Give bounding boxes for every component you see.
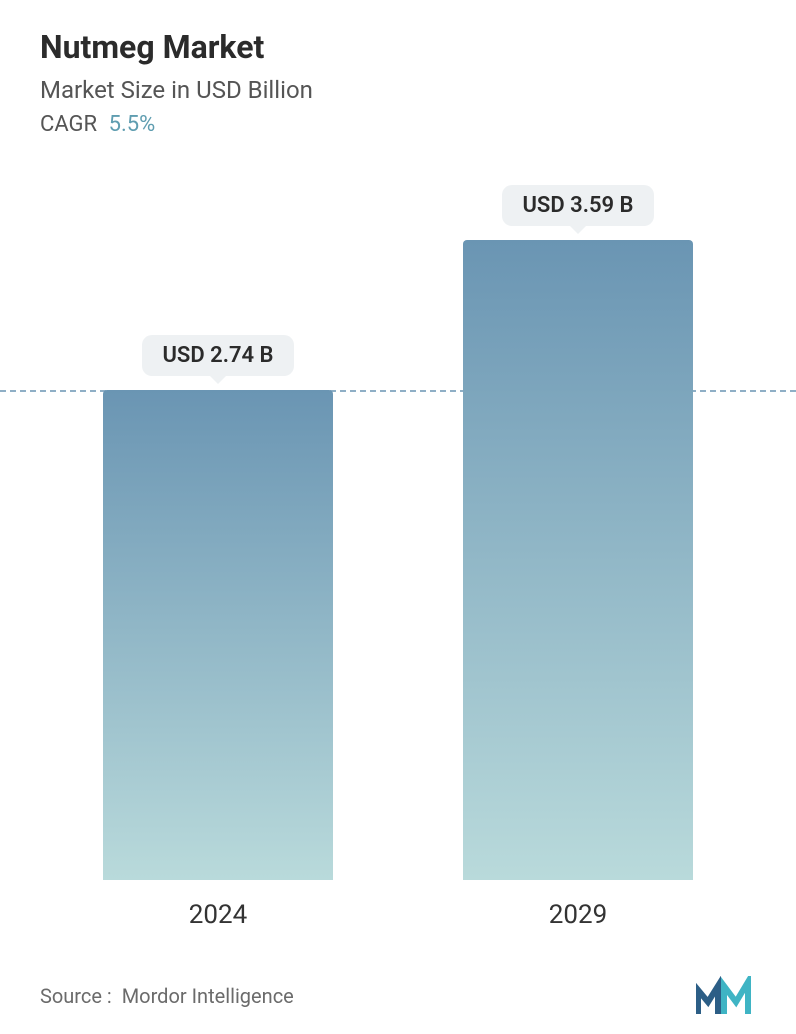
source-label: Source : <box>40 984 112 1008</box>
cagr-value: 5.5% <box>109 112 156 137</box>
bars-container: USD 2.74 B USD 3.59 B <box>0 200 796 880</box>
brand-logo-icon <box>696 976 756 1016</box>
chart-header: Nutmeg Market Market Size in USD Billion… <box>0 0 796 137</box>
chart-subtitle: Market Size in USD Billion <box>40 76 756 104</box>
x-label-1: 2029 <box>463 900 693 930</box>
value-badge-1: USD 3.59 B <box>502 185 653 226</box>
chart-title: Nutmeg Market <box>40 28 756 66</box>
source-text: Source : Mordor Intelligence <box>40 984 294 1008</box>
x-label-0: 2024 <box>103 900 333 930</box>
source-name: Mordor Intelligence <box>122 984 294 1008</box>
cagr-label: CAGR <box>40 112 97 137</box>
bar-group-0: USD 2.74 B <box>103 335 333 880</box>
chart-footer: Source : Mordor Intelligence <box>0 976 796 1016</box>
chart-area: USD 2.74 B USD 3.59 B 2024 2029 <box>0 200 796 920</box>
x-axis-labels: 2024 2029 <box>0 900 796 930</box>
bar-1 <box>463 240 693 880</box>
value-badge-0: USD 2.74 B <box>142 335 293 376</box>
bar-0 <box>103 390 333 880</box>
bar-group-1: USD 3.59 B <box>463 185 693 880</box>
cagr-line: CAGR 5.5% <box>40 112 756 137</box>
